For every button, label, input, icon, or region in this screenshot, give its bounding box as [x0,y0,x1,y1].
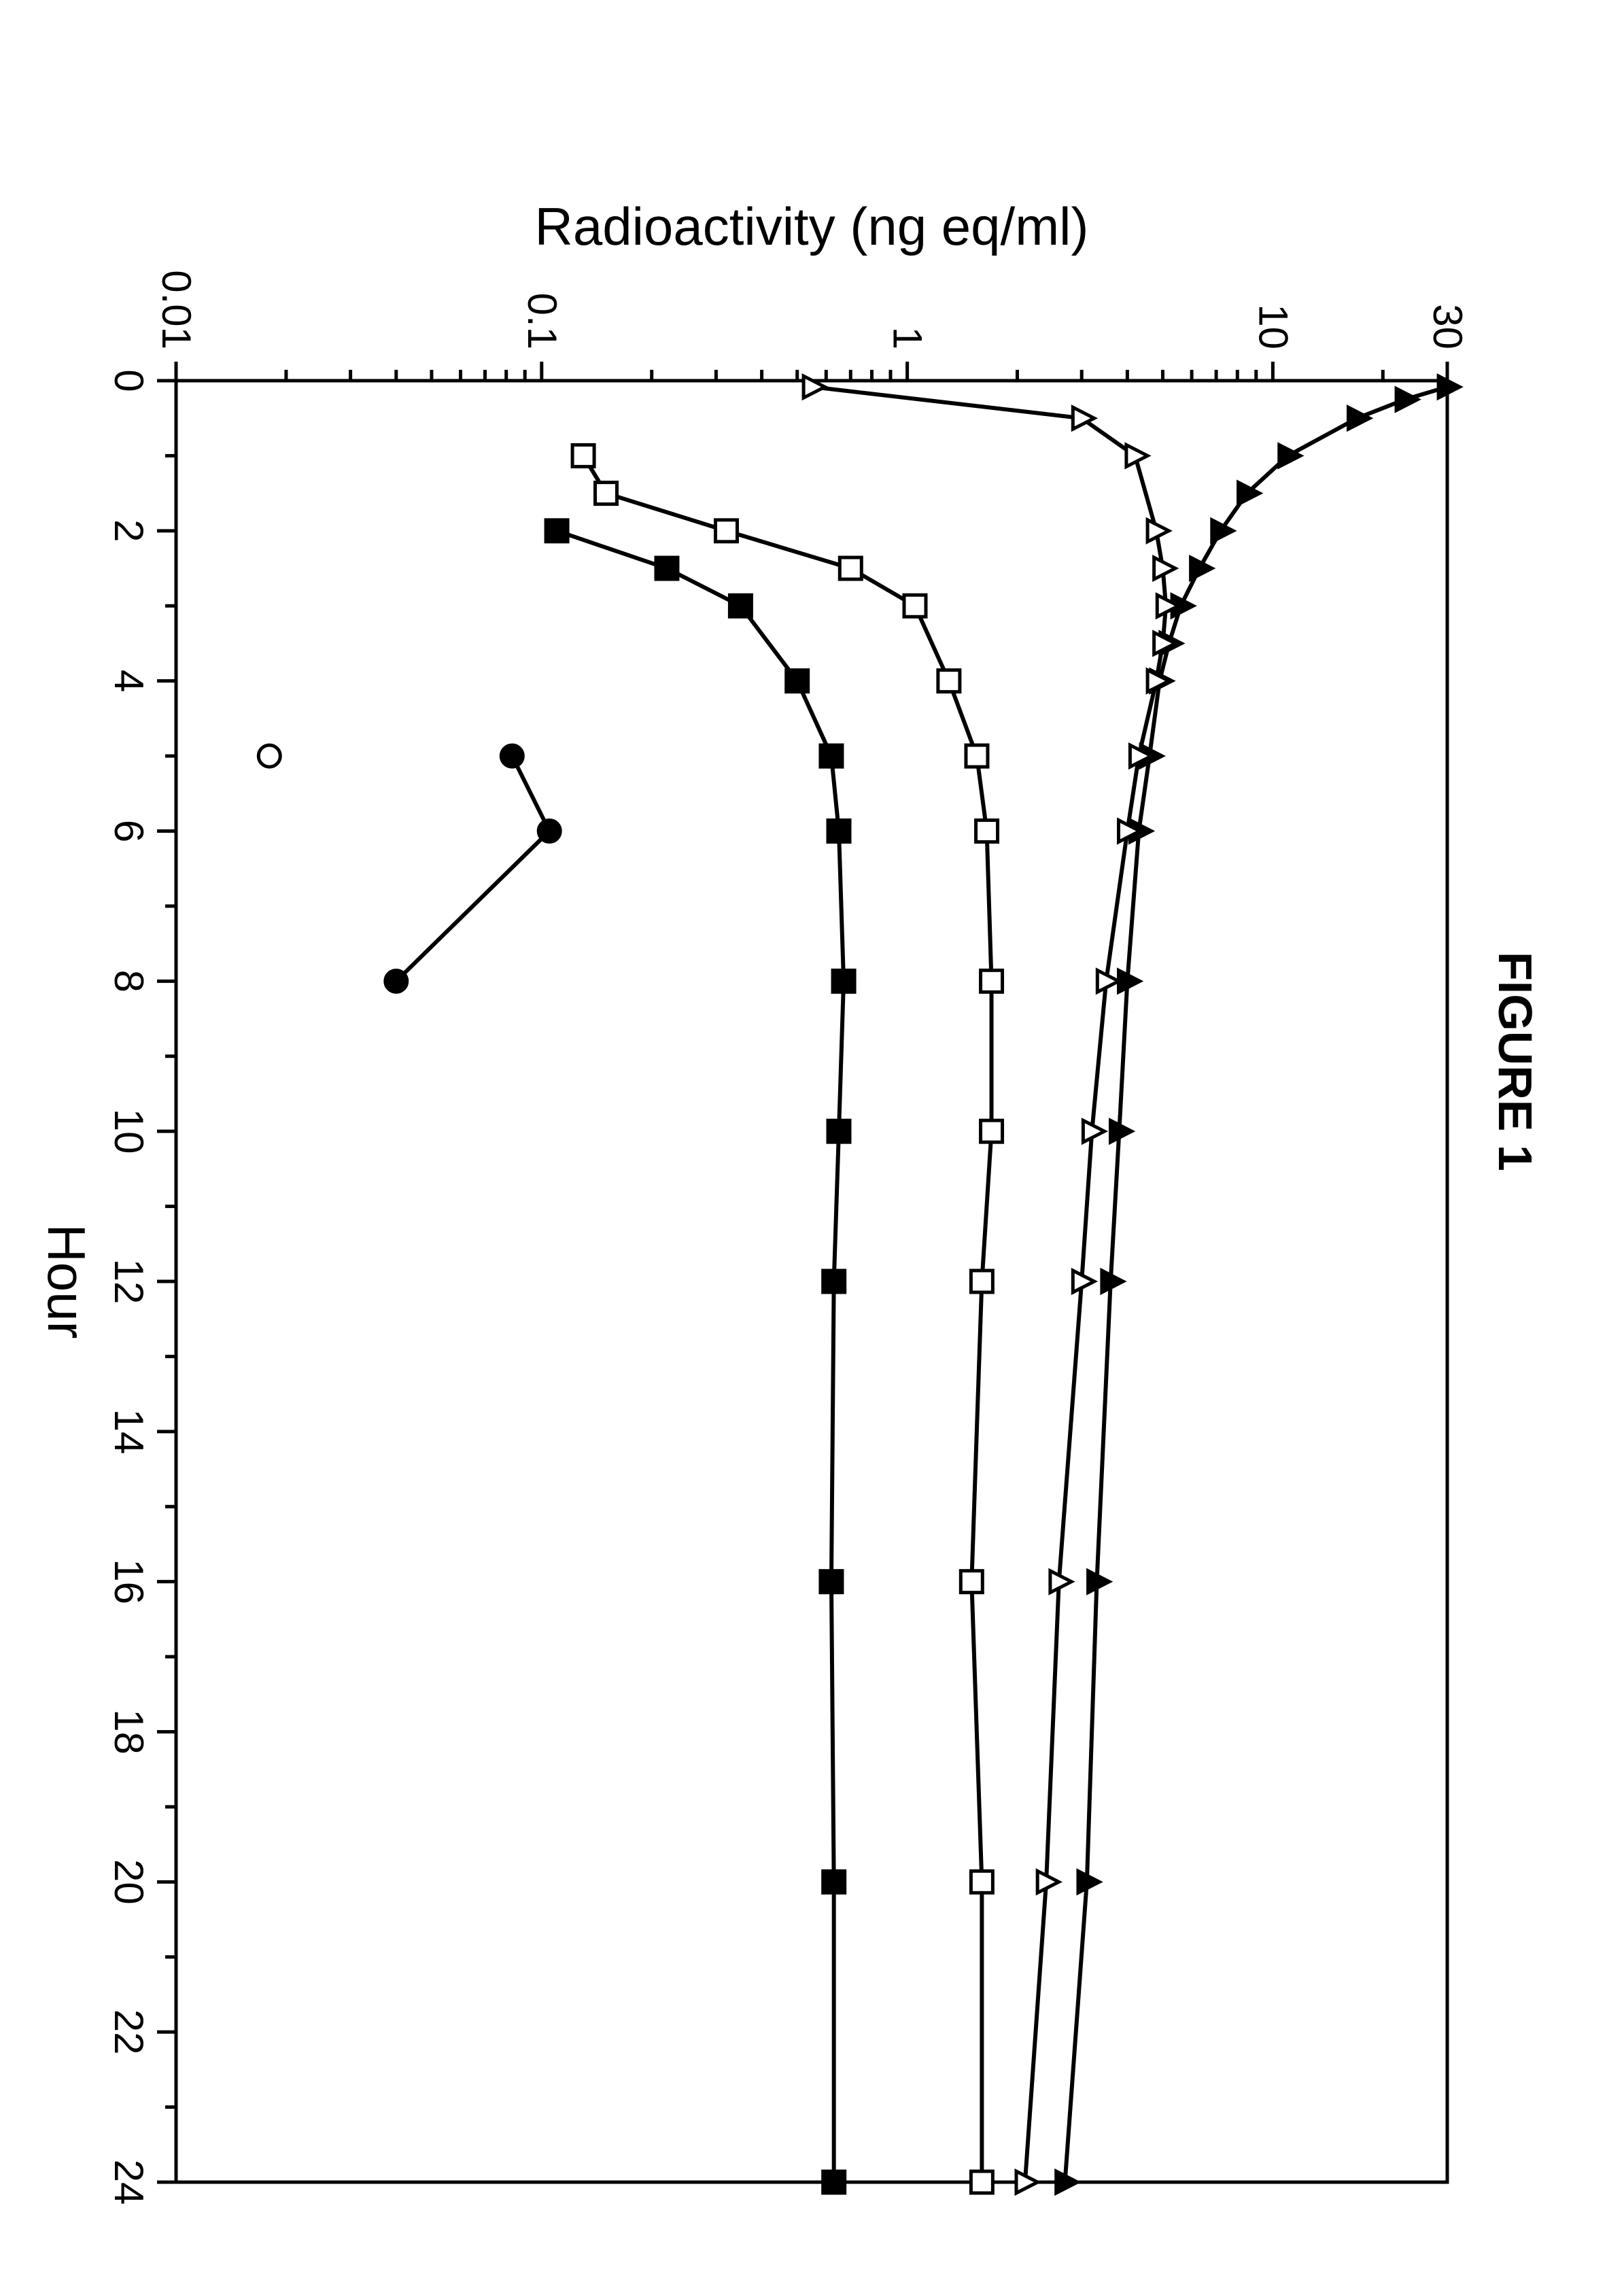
y-axis-label: Radioactivity (ng eq/ml) [535,196,1089,256]
series-line [396,756,549,981]
x-tick-label: 4 [106,670,152,692]
x-tick-label: 12 [106,1259,152,1305]
x-tick-label: 2 [106,519,152,542]
x-tick-label: 18 [106,1709,152,1755]
x-tick-label: 0 [106,369,152,392]
page-container: FIGURE 1 024681012141618202224Hour0.010.… [0,0,1624,2278]
x-tick-label: 16 [106,1559,152,1604]
x-tick-label: 14 [106,1409,152,1454]
x-tick-label: 10 [106,1109,152,1154]
series-line [1065,387,1447,2182]
x-tick-label: 22 [106,2009,152,2055]
y-tick-label: 0.01 [154,270,199,349]
y-tick-label: 0.1 [519,293,565,349]
y-tick-label: 30 [1425,304,1470,349]
y-tick-label: 10 [1250,304,1296,349]
x-tick-label: 24 [106,2160,152,2205]
y-tick-label: 1 [885,327,931,349]
series-line [583,455,991,2182]
x-tick-label: 20 [106,1859,152,1905]
x-tick-label: 8 [106,970,152,993]
series-line [557,531,844,2182]
plot-border [176,381,1447,2182]
landscape-rotator: FIGURE 1 024681012141618202224Hour0.010.… [0,0,1624,2278]
x-tick-label: 6 [106,820,152,842]
radioactivity-chart: 024681012141618202224Hour0.010.111030Rad… [0,0,1624,2278]
x-axis-label: Hour [37,1224,97,1339]
figure-title: FIGURE 1 [1488,952,1542,1171]
